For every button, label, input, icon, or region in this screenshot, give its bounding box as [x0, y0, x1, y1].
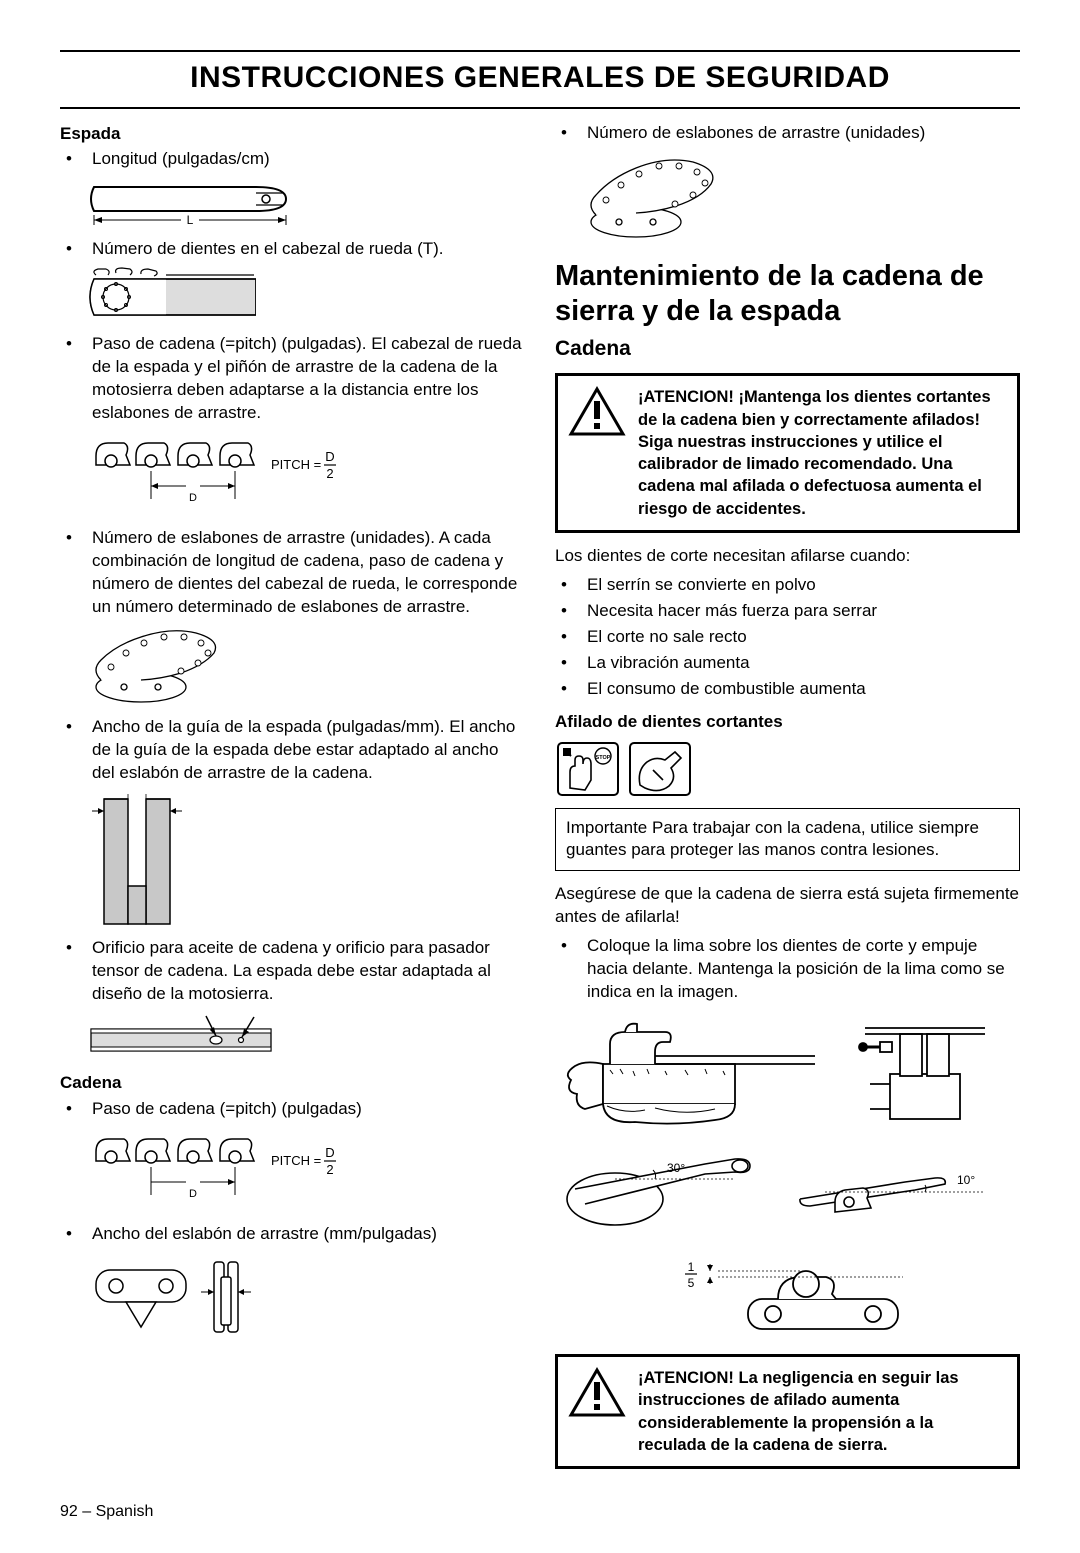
bullet-text: Paso de cadena (=pitch) (pulgadas) — [92, 1098, 525, 1121]
angle-10-diagram: 10° — [785, 1144, 995, 1234]
warning-icon — [568, 1367, 626, 1456]
pitch-diagram-1: D PITCH = D 2 — [86, 431, 525, 521]
bullet-text: Número de eslabones de arrastre (unidade… — [92, 527, 525, 619]
warning-text-1: ¡ATENCION! ¡Mantenga los dientes cortant… — [638, 386, 1005, 520]
pitch-eq-label: PITCH = — [271, 457, 321, 472]
bullet-dientes: Número de dientes en el cabezal de rueda… — [60, 238, 525, 261]
glove-stop-icons: STOP — [555, 740, 1020, 800]
bullet-text: Número de dientes en el cabezal de rueda… — [92, 238, 525, 261]
warning-text-2: ¡ATENCION! La negligencia en seguir las … — [638, 1367, 1005, 1456]
pitch-eq-label-2: PITCH = — [271, 1153, 321, 1168]
file-height-diagram: 1 5 — [658, 1244, 918, 1344]
cadena-subtitle: Cadena — [555, 335, 1020, 363]
chain-loop-diagram-1 — [86, 625, 525, 710]
filing-diagrams-row-3: 1 5 — [555, 1244, 1020, 1344]
bullet-eslabones: Número de eslabones de arrastre (unidade… — [60, 527, 525, 619]
step-file: Coloque la lima sobre los dientes de cor… — [555, 935, 1020, 1004]
bullet-text: Necesita hacer más fuerza para serrar — [587, 600, 1020, 623]
filing-diagrams-row-2: 30° 10° — [555, 1144, 1020, 1234]
warning-box-1: ¡ATENCION! ¡Mantenga los dientes cortant… — [555, 373, 1020, 533]
pitch-den-2: 2 — [326, 1162, 333, 1177]
chain-loop-diagram-2 — [581, 150, 1020, 245]
angle-10-label: 10° — [957, 1173, 975, 1187]
frac-num: 1 — [687, 1260, 694, 1274]
D-label-2: D — [189, 1188, 197, 1200]
bullet-text: Ancho del eslabón de arrastre (mm/pulgad… — [92, 1223, 525, 1246]
espada-heading: Espada — [60, 123, 525, 146]
bullet-text: El serrín se convierte en polvo — [587, 574, 1020, 597]
bullet-paso: Paso de cadena (=pitch) (pulgadas). El c… — [60, 333, 525, 425]
bullet-text: Ancho de la guía de la espada (pulgadas/… — [92, 716, 525, 785]
warning-icon — [568, 386, 626, 520]
svg-text:STOP: STOP — [596, 755, 611, 761]
frac-den: 5 — [687, 1276, 694, 1290]
bullet-longitud: Longitud (pulgadas/cm) — [60, 148, 525, 171]
warning-box-2: ¡ATENCION! La negligencia en seguir las … — [555, 1354, 1020, 1469]
bullet-c2: Ancho del eslabón de arrastre (mm/pulgad… — [60, 1223, 525, 1246]
right-column: Número de eslabones de arrastre (unidade… — [555, 119, 1020, 1482]
intro-para: Los dientes de corte necesitan afilarse … — [555, 545, 1020, 568]
page-footer: 92 – Spanish — [60, 1501, 1020, 1523]
bullet-r1: Número de eslabones de arrastre (unidade… — [555, 122, 1020, 145]
L-label: L — [187, 213, 194, 227]
secure-para: Asegúrese de que la cadena de sierra est… — [555, 883, 1020, 929]
saw-on-stump-diagram — [555, 1014, 835, 1134]
important-note: Importante Para trabajar con la cadena, … — [555, 808, 1020, 872]
pitch-num-2: D — [325, 1145, 334, 1160]
bar-length-diagram: L — [86, 177, 525, 232]
filing-diagrams-row-1 — [555, 1014, 1020, 1134]
bullet-text: Número de eslabones de arrastre (unidade… — [587, 122, 1020, 145]
drive-link-width-diagram — [86, 1252, 525, 1342]
groove-width-diagram — [86, 791, 525, 931]
oil-hole-diagram — [86, 1011, 525, 1066]
sprocket-nose-diagram — [86, 267, 525, 327]
page-title: INSTRUCCIONES GENERALES DE SEGURIDAD — [60, 50, 1020, 109]
symptom-2: Necesita hacer más fuerza para serrar — [555, 600, 1020, 623]
bullet-c1: Paso de cadena (=pitch) (pulgadas) — [60, 1098, 525, 1121]
bullet-ancho-guia: Ancho de la guía de la espada (pulgadas/… — [60, 716, 525, 785]
cadena-heading-left: Cadena — [60, 1072, 525, 1095]
pitch-diagram-2: < polygon points="65,55 72,52 72,58" fil… — [86, 1127, 525, 1217]
bullet-text: Orificio para aceite de cadena y orifici… — [92, 937, 525, 1006]
left-column: Espada Longitud (pulgadas/cm) L Número d… — [60, 119, 525, 1482]
symptom-1: El serrín se convierte en polvo — [555, 574, 1020, 597]
bullet-text: Coloque la lima sobre los dientes de cor… — [587, 935, 1020, 1004]
maintenance-title: Mantenimiento de la cadena de sierra y d… — [555, 259, 1020, 329]
D-label: D — [189, 492, 197, 504]
pitch-denominator: 2 — [326, 466, 333, 481]
symptom-3: El corte no sale recto — [555, 626, 1020, 649]
bullet-text: La vibración aumenta — [587, 652, 1020, 675]
bullet-text: Paso de cadena (=pitch) (pulgadas). El c… — [92, 333, 525, 425]
bullet-text: Longitud (pulgadas/cm) — [92, 148, 525, 171]
bullet-orificio: Orificio para aceite de cadena y orifici… — [60, 937, 525, 1006]
bullet-text: El consumo de combustible aumenta — [587, 678, 1020, 701]
symptom-4: La vibración aumenta — [555, 652, 1020, 675]
angle-30-diagram: 30° — [555, 1144, 765, 1234]
symptom-5: El consumo de combustible aumenta — [555, 678, 1020, 701]
pitch-numerator: D — [325, 449, 334, 464]
angle-30-label: 30° — [667, 1161, 685, 1175]
vise-diagram — [855, 1014, 995, 1134]
bullet-text: El corte no sale recto — [587, 626, 1020, 649]
afilado-heading: Afilado de dientes cortantes — [555, 711, 1020, 734]
